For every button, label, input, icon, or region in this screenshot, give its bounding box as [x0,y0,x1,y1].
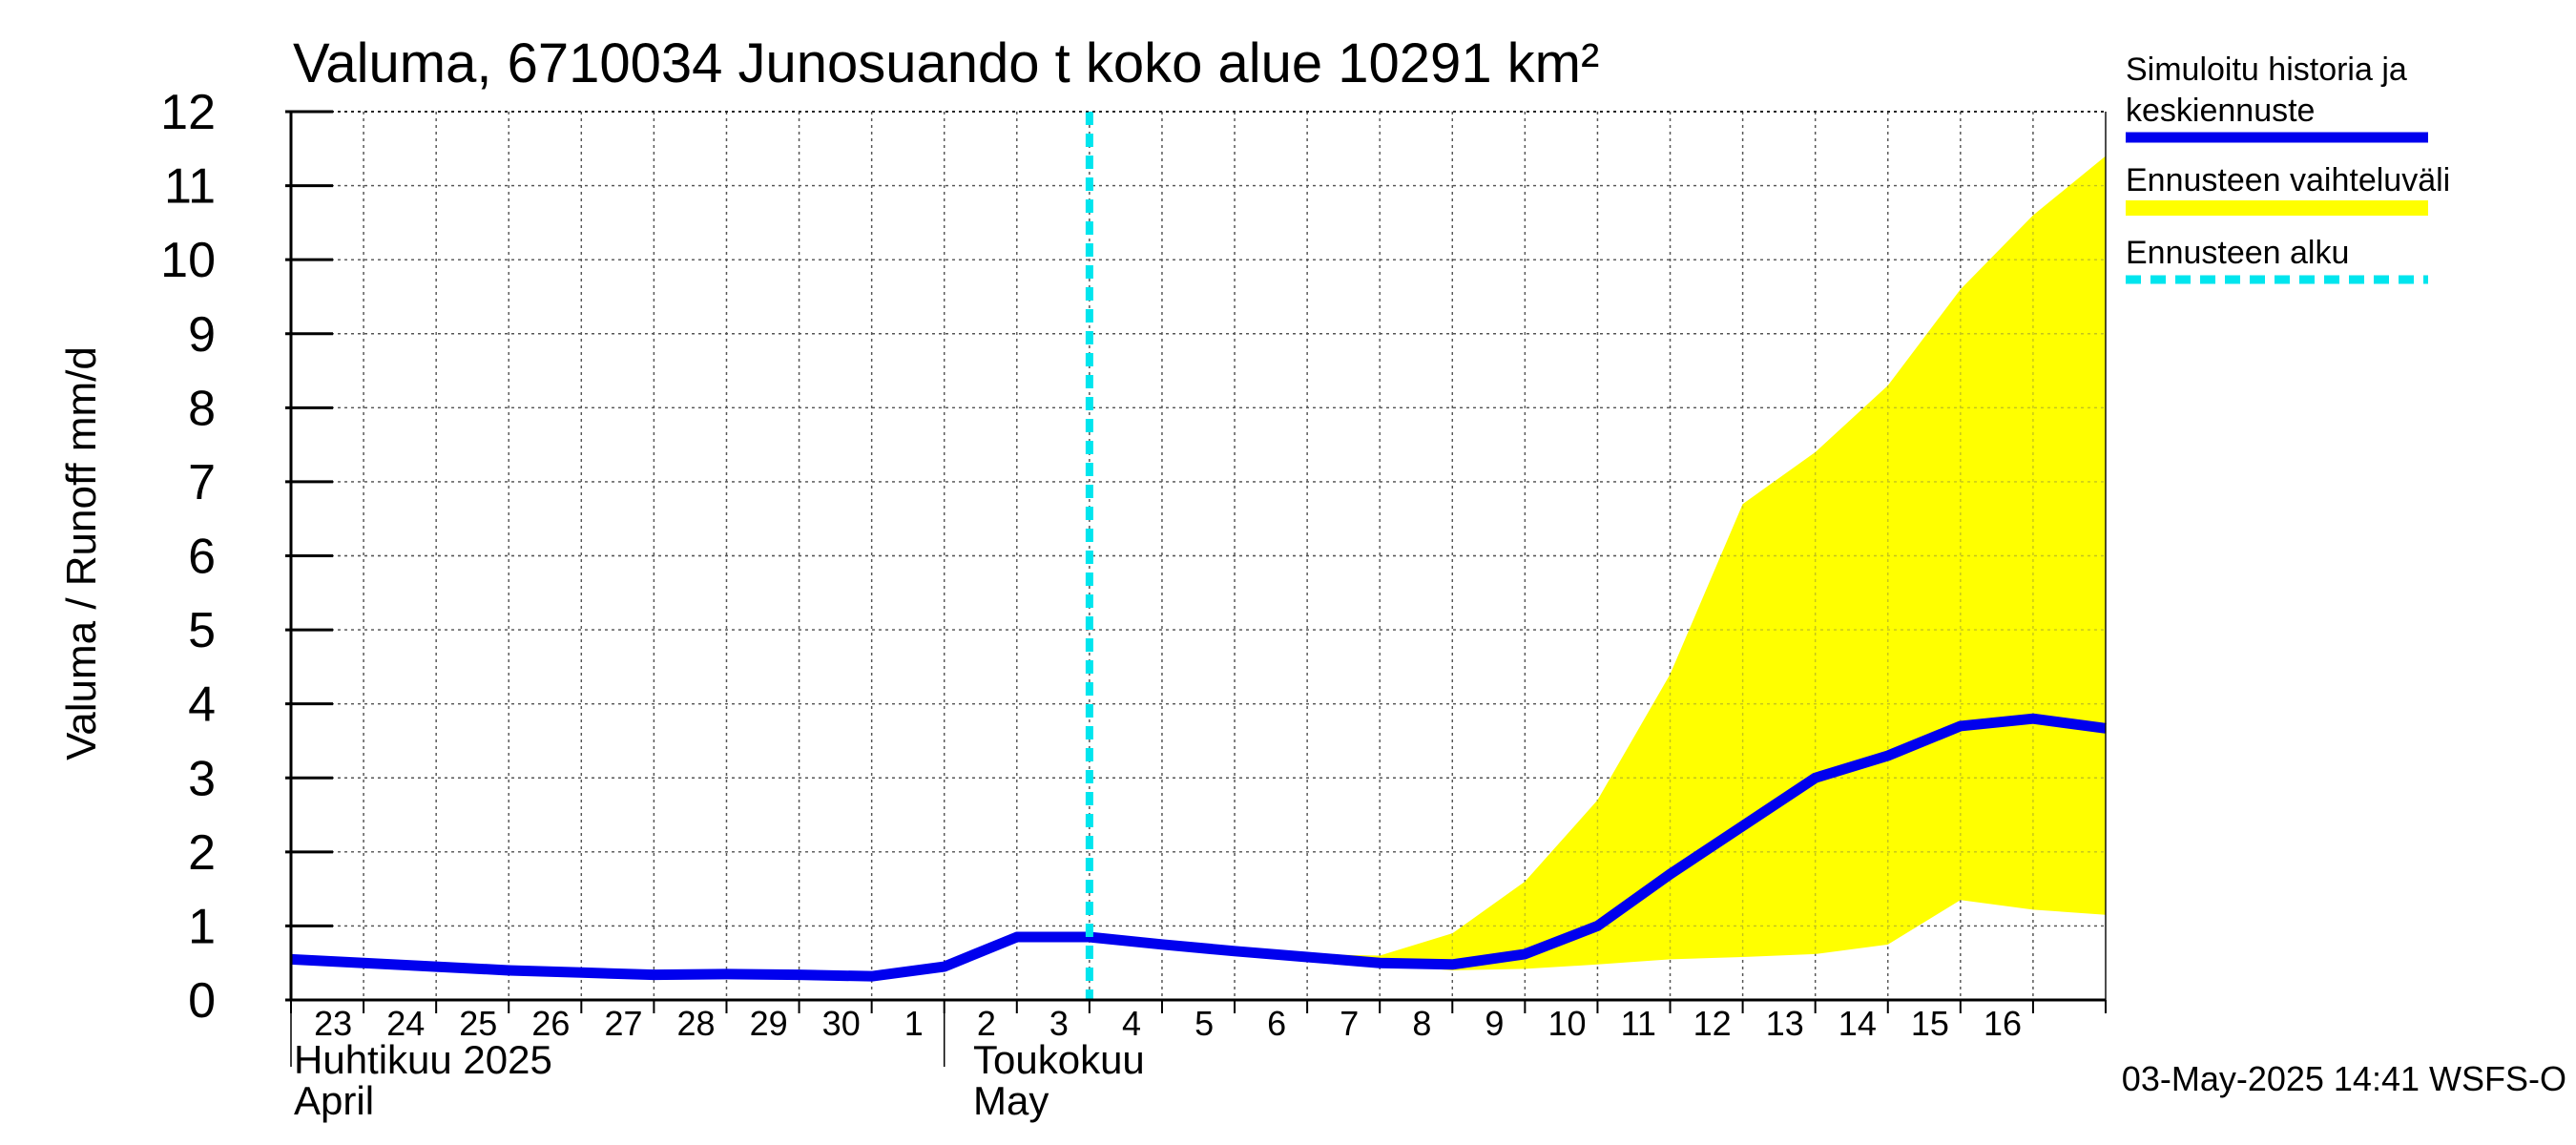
x-tick-label: 26 [531,1004,570,1043]
y-tick-label: 2 [188,825,216,881]
y-tick-label: 10 [160,233,216,288]
mean-forecast-line [290,713,2107,982]
grid [291,111,2106,1000]
timestamp: 03-May-2025 14:41 WSFS-O [2122,1059,2566,1098]
x-tick-label: 12 [1693,1004,1732,1043]
x-tick-label: 4 [1122,1004,1141,1043]
x-tick-label: 28 [677,1004,716,1043]
x-tick-label: 24 [386,1004,425,1043]
y-tick-label: 5 [188,603,216,658]
month-label-may: Toukokuu [973,1037,1145,1082]
y-tick-label: 11 [164,159,216,215]
x-tick-label: 2 [977,1004,996,1043]
legend-label-mean: Simuloitu historia ja [2126,52,2407,88]
y-axis-label: Valuma / Runoff mm/d [58,346,105,760]
y-tick-label: 0 [188,973,216,1029]
x-tick-label: 29 [750,1004,788,1043]
x-tick-label: 11 [1621,1004,1656,1043]
month-label-april: Huhtikuu 2025 [294,1037,552,1082]
y-tick-label: 8 [188,381,216,436]
x-tick-label: 8 [1412,1004,1431,1043]
x-tick-label: 10 [1548,1004,1586,1043]
x-tick-label: 13 [1766,1004,1804,1043]
x-tick-label: 3 [1049,1004,1069,1043]
x-tick-label: 30 [822,1004,861,1043]
y-tick-label: 1 [188,899,216,954]
x-tick-label: 6 [1267,1004,1286,1043]
x-tick-label: 1 [904,1004,924,1043]
grid-overlay [291,111,2106,1000]
legend-label-range: Ennusteen vaihteluväli [2126,162,2450,198]
x-tick-label: 9 [1485,1004,1504,1043]
y-tick-label: 4 [188,677,216,733]
x-tick-label: 15 [1911,1004,1949,1043]
legend-label-forecast-start: Ennusteen alku [2126,235,2349,271]
y-tick-label: 9 [188,307,216,363]
x-tick-label: 16 [1984,1004,2022,1043]
chart-title: Valuma, 6710034 Junosuando t koko alue 1… [293,32,1599,94]
y-tick-label: 7 [188,455,216,510]
legend: Simuloitu historia ja keskiennuste Ennus… [2126,52,2450,284]
x-axis-ticks: 23 24 25 26 27 28 29 30 1 2 3 4 5 6 7 8 9 10 11 12 13 14 15 16 [290,1000,2107,1067]
y-tick-label: 3 [188,751,216,806]
month-label-april-en: April [294,1078,374,1123]
mean-forecast-polyline [290,713,2107,982]
x-tick-label: 5 [1195,1004,1214,1043]
x-tick-label: 7 [1340,1004,1359,1043]
x-tick-label: 27 [604,1004,642,1043]
y-tick-label: 6 [188,530,216,585]
legend-label-mean-2: keskiennuste [2126,93,2315,129]
x-tick-label: 25 [459,1004,497,1043]
y-tick-label: 12 [160,85,216,140]
month-label-may-en: May [973,1078,1049,1123]
x-tick-label: 23 [314,1004,352,1043]
x-tick-label: 14 [1839,1004,1877,1043]
